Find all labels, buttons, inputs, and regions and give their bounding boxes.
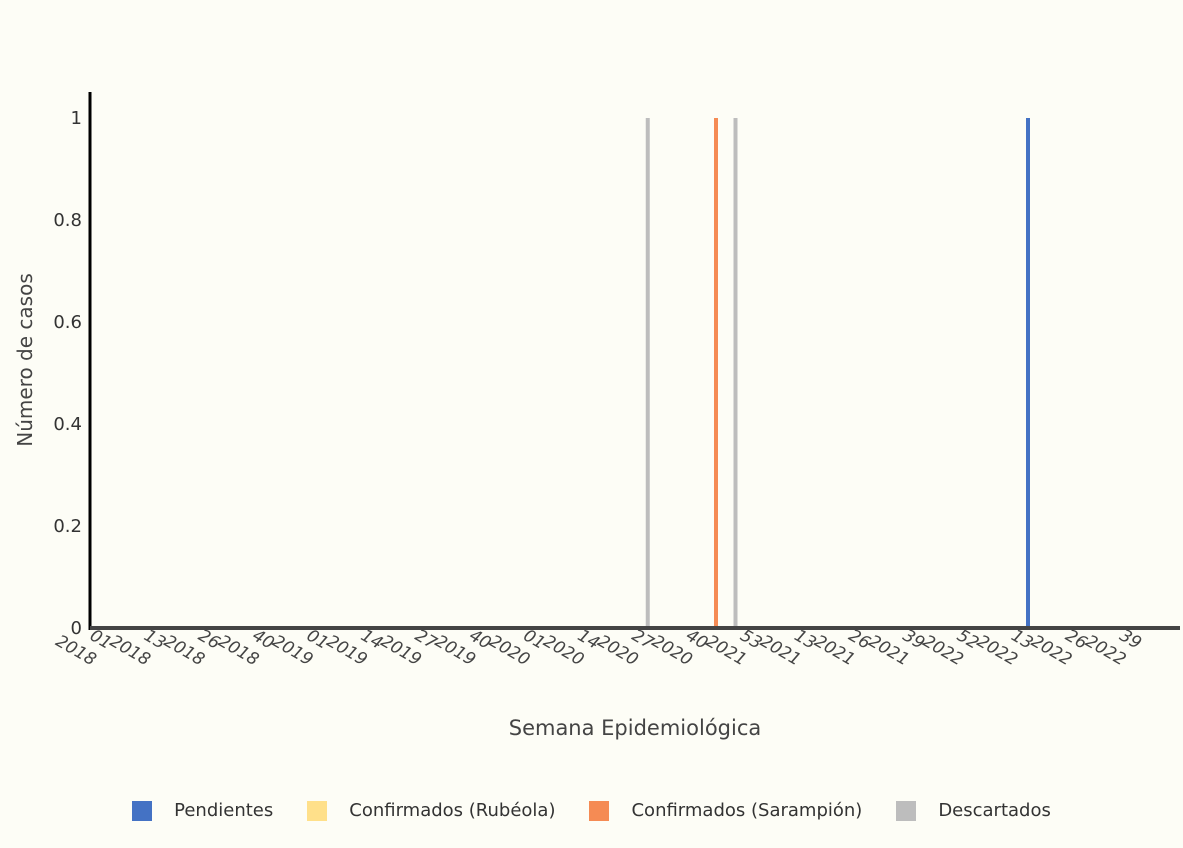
legend-swatch — [589, 800, 610, 821]
legend-item: Pendientes — [132, 800, 273, 821]
y-tick-label: 0 — [71, 618, 82, 639]
legend-label: Pendientes — [174, 800, 274, 821]
legend-item: Confirmados (Sarampión) — [589, 800, 862, 821]
legend-item: Confirmados (Rubéola) — [307, 800, 555, 821]
y-tick-label: 1 — [71, 108, 82, 129]
legend-swatch — [307, 800, 328, 821]
bar — [645, 118, 650, 628]
legend: Pendientes Confirmados (Rubéola) Confirmad… — [0, 800, 1183, 821]
y-tick-label: 0.6 — [53, 312, 82, 333]
bar — [733, 118, 738, 628]
bar — [714, 118, 718, 628]
legend-label: Descartados — [938, 800, 1051, 821]
legend-label: Confirmados (Rubéola) — [349, 800, 556, 821]
y-axis-label: Número de casos — [13, 273, 37, 447]
legend-label: Confirmados (Sarampión) — [631, 800, 863, 821]
legend-swatch — [896, 800, 917, 821]
x-axis-label: Semana Epidemiológica — [509, 716, 762, 740]
legend-swatch — [132, 800, 153, 821]
y-tick-label: 0.4 — [53, 414, 82, 435]
legend-item: Descartados — [896, 800, 1051, 821]
y-tick-label: 0.2 — [53, 516, 82, 537]
bar — [1026, 118, 1030, 628]
y-tick-label: 0.8 — [53, 210, 82, 231]
